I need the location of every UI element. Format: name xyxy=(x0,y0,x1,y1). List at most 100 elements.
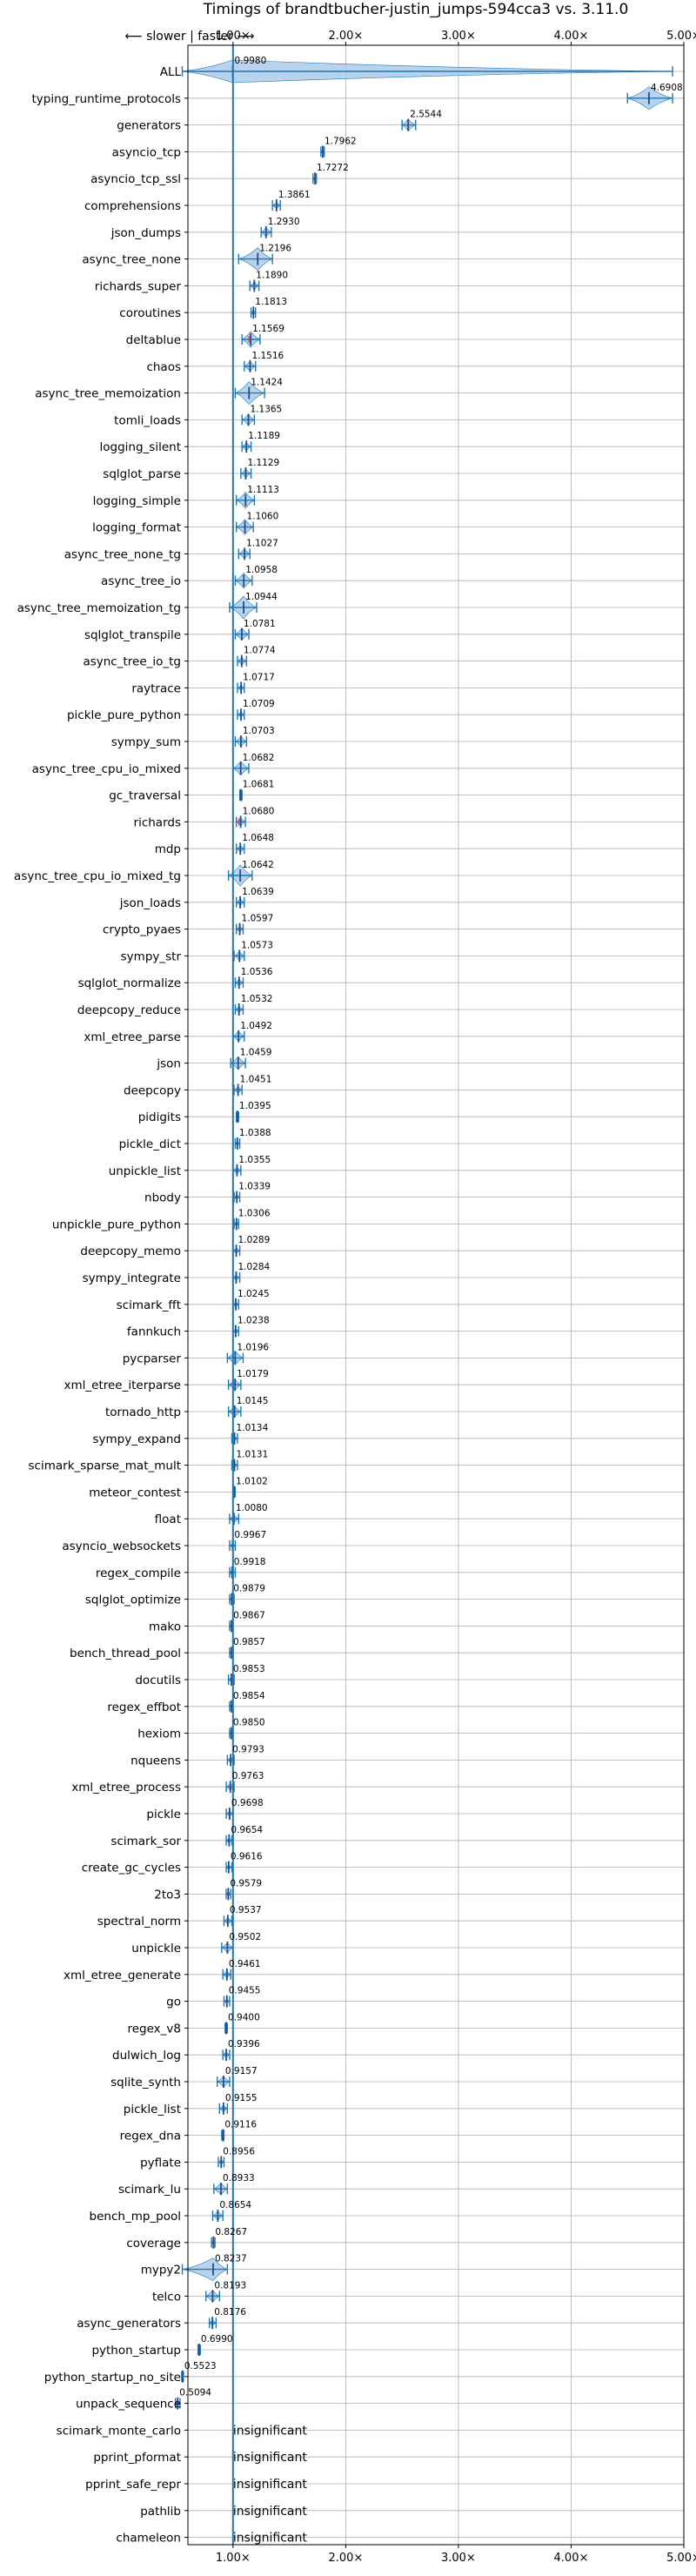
benchmark-name: pathlib xyxy=(140,2505,181,2519)
labels-layer: 1.00× 1.00× 2.00× 2.00× 3.00× 3.00× 4.00× 4.00×… xyxy=(14,30,696,2565)
value-label: 1.1060 xyxy=(247,512,279,522)
value-label: 0.9918 xyxy=(234,1557,266,1567)
value-label: 1.0573 xyxy=(241,940,273,950)
benchmark-name: sympy_sum xyxy=(111,735,181,749)
value-label: 0.9879 xyxy=(233,1584,265,1594)
benchmark-name: deepcopy_memo xyxy=(80,1244,181,1258)
value-label: 0.8193 xyxy=(214,2280,246,2291)
value-label: 1.0682 xyxy=(243,753,275,763)
value-label: 1.7272 xyxy=(317,163,349,173)
benchmark-name: regex_dna xyxy=(120,2130,181,2143)
value-label: 0.9854 xyxy=(233,1691,265,1701)
value-label: 0.6990 xyxy=(201,2334,233,2345)
benchmark-name: create_gc_cycles xyxy=(82,1862,181,1875)
x-tick-label-top: 4.00× xyxy=(554,30,589,43)
marks-layer xyxy=(175,45,673,2545)
value-label: 0.9850 xyxy=(233,1718,265,1728)
value-label: 1.0717 xyxy=(243,672,275,682)
value-label: 0.9400 xyxy=(228,2012,260,2023)
benchmark-name: chaos xyxy=(146,360,181,374)
value-label: 1.0284 xyxy=(238,1262,270,1272)
value-label: 0.9616 xyxy=(231,1852,263,1862)
benchmark-name: mako xyxy=(149,1620,181,1633)
value-label: 0.9455 xyxy=(229,1986,261,1996)
value-label: 1.1890 xyxy=(256,270,288,280)
benchmark-name: async_tree_memoization xyxy=(35,387,181,401)
benchmark-name: mypy2 xyxy=(141,2264,181,2277)
value-label: 1.0306 xyxy=(238,1208,271,1218)
benchmark-name: regex_v8 xyxy=(127,2022,181,2036)
benchmark-name: unpickle xyxy=(131,1942,181,1955)
benchmark-name: raytrace xyxy=(131,681,181,695)
x-tick-label-top: 3.00× xyxy=(441,30,476,43)
value-label: 1.0944 xyxy=(245,592,278,602)
value-label: 1.0245 xyxy=(238,1289,270,1299)
value-label: 1.1365 xyxy=(251,404,283,414)
value-label: 0.8176 xyxy=(214,2307,246,2318)
benchmark-name: sympy_integrate xyxy=(83,1271,181,1285)
benchmark-name: logging_silent xyxy=(100,440,181,454)
value-label: 0.9396 xyxy=(228,2039,260,2049)
value-label: 1.0958 xyxy=(245,565,278,575)
benchmark-name: richards xyxy=(134,815,181,829)
value-label: 1.2196 xyxy=(259,244,291,254)
benchmark-name: telco xyxy=(152,2290,181,2304)
value-label: 0.9461 xyxy=(229,1959,261,1969)
benchmark-name: async_tree_io xyxy=(101,574,181,588)
insignificant-label: insignificant xyxy=(233,2505,308,2519)
benchmark-name: mdp xyxy=(155,842,181,856)
value-label: 0.9980 xyxy=(235,56,267,66)
benchmark-name: scimark_lu xyxy=(118,2183,181,2197)
value-label: 0.9157 xyxy=(225,2066,258,2076)
value-label: 1.1129 xyxy=(247,458,279,468)
benchmark-name: chameleon xyxy=(116,2532,181,2546)
benchmark-name: logging_format xyxy=(92,521,181,535)
value-label: 1.0459 xyxy=(240,1048,272,1058)
value-label: 1.2930 xyxy=(268,217,300,227)
value-label: 1.0339 xyxy=(238,1182,271,1192)
benchmark-name: json_loads xyxy=(119,896,181,910)
benchmark-name: typing_runtime_protocols xyxy=(32,92,182,106)
x-tick-label-bottom: 4.00× xyxy=(554,2552,589,2565)
benchmark-name: scimark_sparse_mat_mult xyxy=(29,1459,181,1473)
x-tick-label-bottom: 3.00× xyxy=(441,2552,476,2565)
benchmark-name: spectral_norm xyxy=(97,1915,181,1929)
benchmark-name: deltablue xyxy=(126,333,181,347)
value-label: 1.0196 xyxy=(237,1342,269,1352)
benchmark-name: sqlite_synth xyxy=(110,2076,181,2090)
benchmark-name: float xyxy=(155,1513,181,1526)
benchmark-name: ALL xyxy=(160,65,182,79)
benchmark-name: regex_effbot xyxy=(107,1701,181,1714)
benchmark-name: 2to3 xyxy=(154,1888,181,1902)
benchmark-name: tornado_http xyxy=(105,1405,181,1419)
chart-title: Timings of brandtbucher-justin_jumps-594… xyxy=(203,1,629,18)
benchmark-name: sqlglot_optimize xyxy=(85,1593,181,1607)
benchmark-name: coroutines xyxy=(119,306,181,320)
benchmark-name: pyflate xyxy=(140,2156,181,2170)
insignificant-label: insignificant xyxy=(233,2478,308,2492)
value-label: 0.9698 xyxy=(231,1798,264,1808)
value-label: 1.7962 xyxy=(325,136,357,146)
benchmark-name: async_generators xyxy=(77,2317,181,2331)
x-tick-label-bottom: 5.00× xyxy=(666,2552,696,2565)
value-label: 1.0709 xyxy=(243,699,275,709)
value-label: 1.0681 xyxy=(243,780,275,790)
value-label: 0.9857 xyxy=(233,1637,265,1647)
value-label: 1.0131 xyxy=(237,1450,269,1460)
value-label: 0.9116 xyxy=(224,2120,257,2130)
benchmark-name: pickle_list xyxy=(124,2103,181,2116)
benchmark-name: async_tree_none xyxy=(82,253,181,267)
benchmark-name: crypto_pyaes xyxy=(103,923,181,937)
benchmark-name: asyncio_tcp xyxy=(112,145,181,159)
value-label: 0.5094 xyxy=(179,2388,211,2398)
benchmark-name: scimark_fft xyxy=(117,1298,181,1312)
benchmark-name: async_tree_cpu_io_mixed_tg xyxy=(14,869,181,883)
value-label: 1.0781 xyxy=(244,619,276,629)
direction-hint: ⟵ slower | faster ⟶ xyxy=(125,30,255,44)
value-label: 1.0451 xyxy=(240,1074,272,1084)
value-label: 1.0179 xyxy=(237,1369,269,1379)
value-label: 1.1516 xyxy=(251,351,284,361)
value-label: 0.9579 xyxy=(230,1878,262,1888)
value-label: 0.8267 xyxy=(215,2227,247,2237)
benchmark-name: json xyxy=(156,1057,181,1071)
